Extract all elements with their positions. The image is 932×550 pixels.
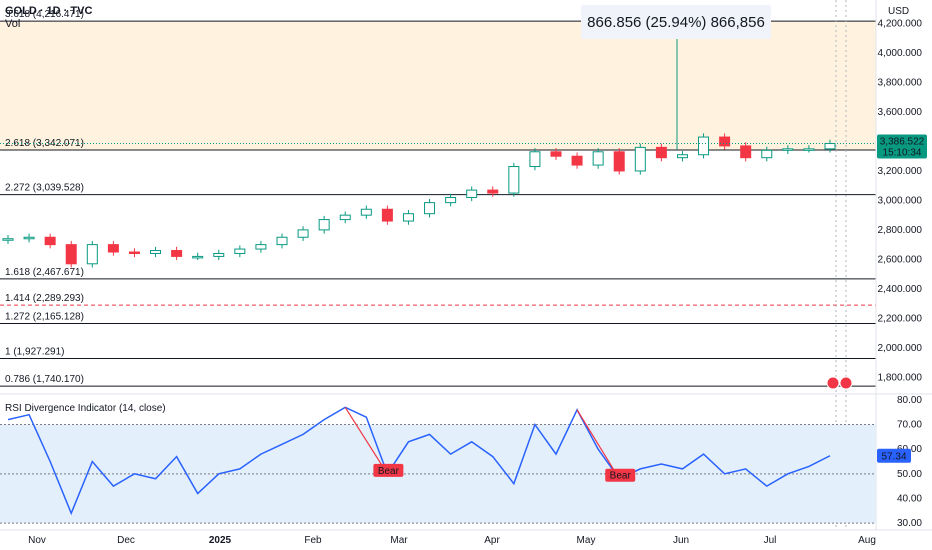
fib-label: 0.786 (1,740.170) [5,374,84,385]
price-tick-label: 4,200.000 [878,19,923,30]
candle-body [550,151,562,157]
candle-body [234,248,246,254]
fib-label: 2.618 (3,342.071) [5,138,84,149]
time-tick-label: Feb [304,535,322,546]
candle-body [86,244,98,265]
candle-body [803,148,815,151]
candle-body [782,148,794,151]
time-tick-label: Nov [28,535,46,546]
candle-body [297,229,309,238]
time-tick-label: Dec [117,535,135,546]
candle-body [318,219,330,231]
candle-body [424,202,436,215]
price-tick-label: 2,600.000 [878,254,923,265]
candle-body [255,244,267,250]
time-tick-label: Jun [673,535,689,546]
candle-body [508,166,520,194]
candle-body [276,236,288,246]
time-tick-label: Jul [764,535,777,546]
candle-body [128,251,140,254]
candle-body [824,142,836,150]
time-tick-label: 2025 [209,535,232,546]
candle-body [698,136,710,156]
candle-body [571,155,583,166]
time-tick-label: Mar [390,535,408,546]
fib-label: 1 (1,927.291) [5,347,65,358]
candle-body [592,151,604,166]
price-tick-label: 3,800.000 [878,78,923,89]
price-tick-label: 2,800.000 [878,225,923,236]
candle-body [529,151,541,168]
candle-body [634,146,646,172]
price-tick-label: 4,000.000 [878,48,923,59]
price-tag-bg [877,134,927,159]
candle-body [402,213,414,222]
rsi-tag-bg [877,448,911,463]
price-tag-value: 3,386.522 [880,136,925,147]
rsi-tag-value: 57.34 [881,452,906,463]
time-tick-label: May [577,535,596,546]
candle-body [23,236,35,240]
candle-body [466,189,478,198]
rsi-line [7,406,831,516]
candle-body [655,146,667,159]
candle-body [192,255,204,259]
rsi-tick-label: 80.00 [897,395,922,406]
time-tick-label: Aug [858,535,876,546]
price-tick-label: 2,000.000 [878,343,923,354]
candle-body [487,189,499,194]
fib-label: 3.618 (4,216.471) [5,9,84,20]
fib-label: 1.272 (2,165.128) [5,311,84,322]
bear-label-bg [605,468,636,482]
candle-body [613,151,625,172]
price-tick-label: 2,200.000 [878,313,923,324]
bear-label-bg [373,463,404,477]
fib-label: 2.272 (3,039.528) [5,183,84,194]
bear-label: Bear [610,471,632,482]
price-tick-label: 3,600.000 [878,107,923,118]
fib-fill-band [0,21,876,151]
rsi-tick-label: 30.00 [897,518,922,529]
candle-body [740,145,752,159]
price-tick-label: 3,200.000 [878,166,923,177]
rsi-fill-band [0,424,876,524]
fib-label: 1.618 (2,467.671) [5,267,84,278]
candle-body [213,252,225,257]
rsi-title: RSI Divergence Indicator (14, close) [5,403,166,414]
candle-body [445,196,457,204]
bear-divergence-line [344,406,388,475]
candle-body [360,208,372,216]
candle-body [107,244,119,253]
bear-divergence-line [576,409,620,480]
rsi-tick-label: 70.00 [897,420,922,431]
candle-body [381,208,393,222]
event-flag-icon [839,376,853,390]
price-tag-countdown: 15:10:34 [883,147,922,158]
candle-body [44,236,56,246]
currency-label[interactable]: USD [888,6,910,17]
price-tick-label: 3,000.000 [878,195,923,206]
candle-body [761,149,773,159]
price-tick-label: 2,400.000 [878,284,923,295]
candle-body [2,238,14,241]
measure-tooltip: 866.856 (25.94%) 866,856 [581,5,771,39]
candle-body [676,154,688,159]
rsi-tick-label: 40.00 [897,493,922,504]
candle-body [150,250,162,254]
time-tick-label: Apr [484,535,500,546]
bear-label: Bear [378,466,400,477]
event-flag-icon [826,376,840,390]
chart-header: GOLD · 1D · TVC Vol [5,5,92,31]
symbol-title[interactable]: GOLD · 1D · TVC [5,5,93,17]
candle-body [339,214,351,221]
rsi-tick-label: 50.00 [897,469,922,480]
price-tick-label: 1,800.000 [878,372,923,383]
fib-label: 1.414 (2,289.293) [5,293,84,304]
candle-body [719,136,731,147]
candle-body [171,250,183,257]
vol-label[interactable]: Vol [5,18,21,30]
candle-body [65,244,77,265]
